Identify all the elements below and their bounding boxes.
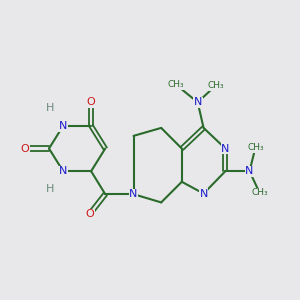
Text: O: O: [20, 143, 29, 154]
Text: H: H: [46, 103, 55, 113]
Text: CH₃: CH₃: [247, 143, 264, 152]
Text: N: N: [200, 189, 208, 199]
Text: N: N: [245, 166, 254, 176]
Text: O: O: [87, 97, 95, 107]
Text: N: N: [59, 166, 67, 176]
Text: CH₃: CH₃: [251, 188, 268, 197]
Text: CH₃: CH₃: [168, 80, 184, 89]
Text: CH₃: CH₃: [207, 81, 224, 90]
Text: N: N: [194, 97, 202, 107]
Text: O: O: [85, 209, 94, 219]
Text: N: N: [221, 143, 230, 154]
Text: H: H: [46, 184, 55, 194]
Text: N: N: [129, 189, 138, 199]
Text: N: N: [59, 121, 67, 131]
